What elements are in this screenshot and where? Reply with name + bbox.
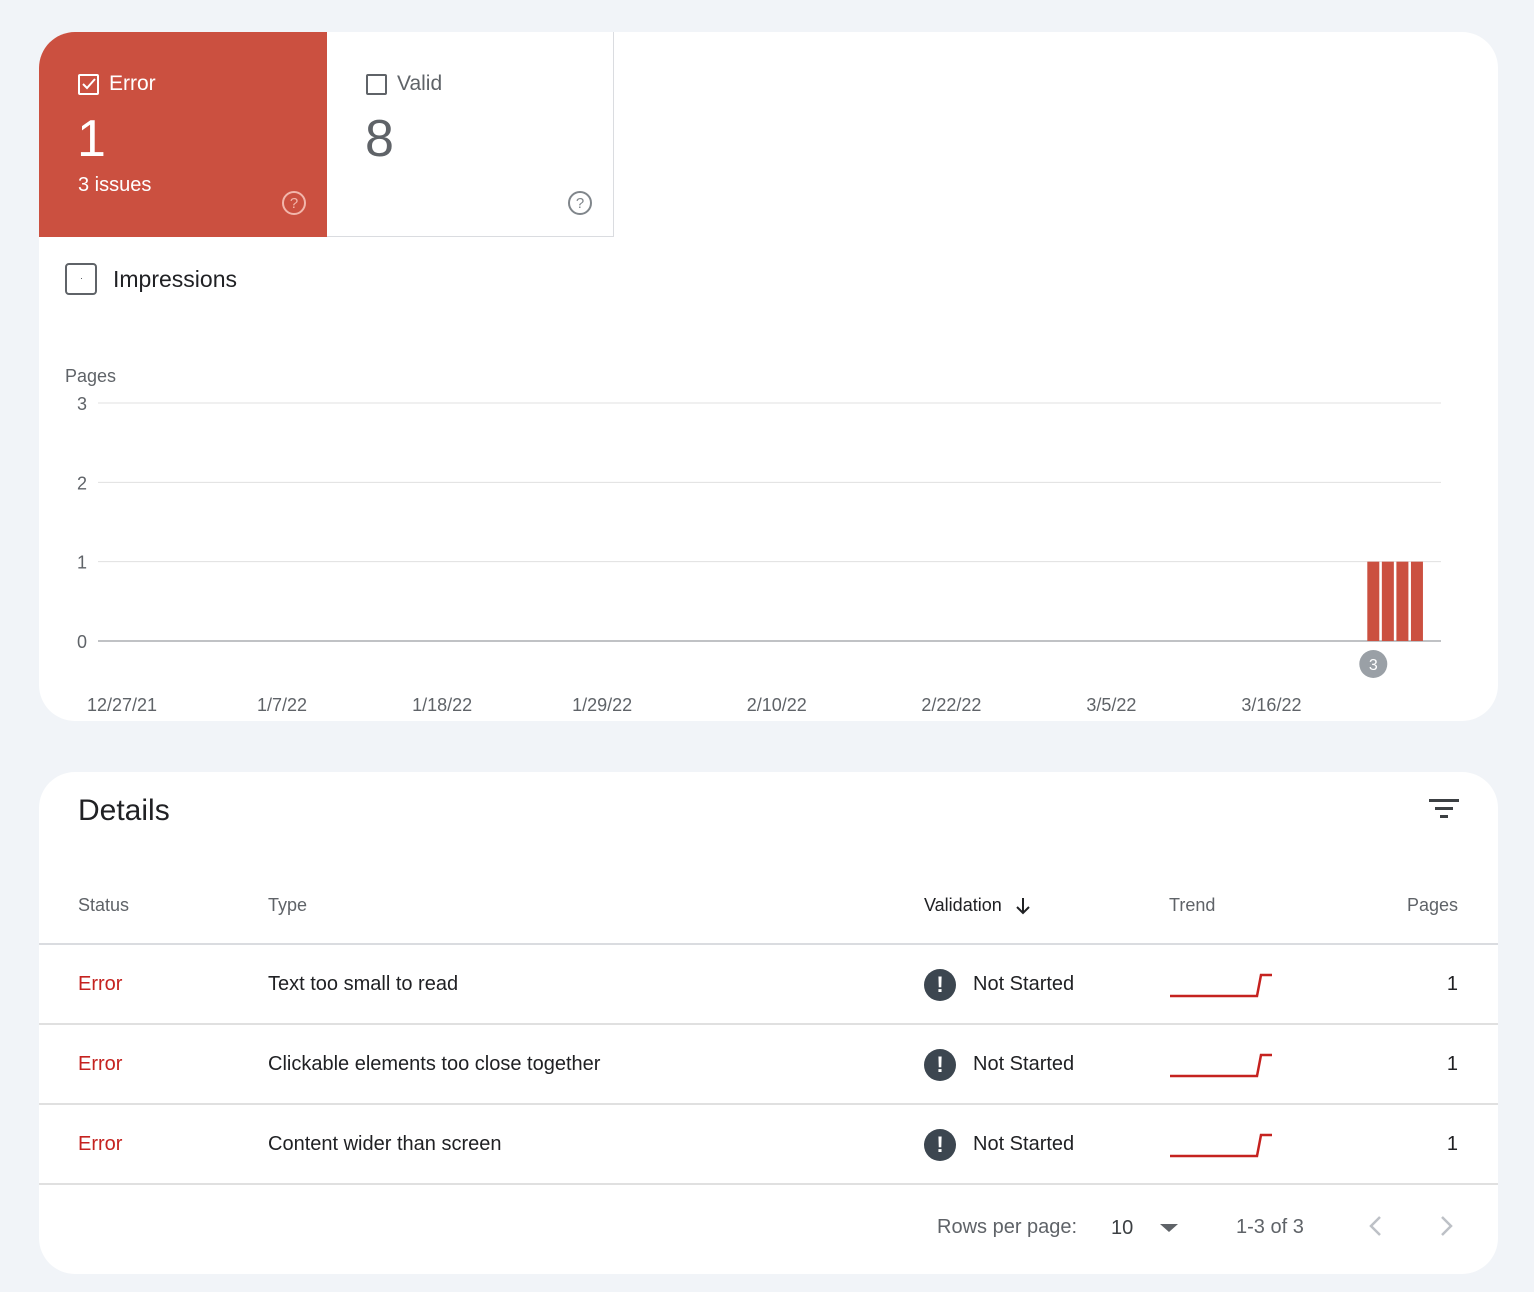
error-tile-header: Error	[78, 72, 156, 96]
row-type: Content wider than screen	[268, 1133, 502, 1155]
page-range: 1-3 of 3	[1236, 1216, 1304, 1238]
row-type: Clickable elements too close together	[268, 1053, 601, 1075]
next-page-icon[interactable]	[1435, 1214, 1457, 1238]
row-pages: 1	[1446, 1053, 1458, 1075]
trend-sparkline	[1170, 1053, 1272, 1077]
arrow-down-icon	[1016, 897, 1030, 914]
warning-icon: !	[924, 968, 956, 1001]
chart-bar	[1396, 561, 1409, 641]
row-pages: 1	[1446, 973, 1458, 995]
valid-checkbox-icon[interactable]	[366, 73, 387, 95]
x-tick-label: 3/5/22	[1086, 695, 1136, 715]
column-trend: Trend	[1169, 895, 1216, 915]
row-status: Error	[78, 973, 123, 995]
warning-icon: !	[924, 1128, 956, 1161]
x-tick-label: 1/29/22	[572, 695, 632, 715]
chart-bar	[1381, 561, 1394, 641]
rows-per-page-value: 10	[1111, 1216, 1134, 1239]
y-tick-label: 3	[77, 394, 87, 414]
table-row[interactable]: Error Clickable elements too close toget…	[39, 1026, 1498, 1105]
row-validation-label: Not Started	[973, 973, 1075, 995]
help-icon[interactable]: ?	[281, 190, 307, 216]
valid-tile-header: Valid	[366, 72, 442, 96]
chart-bar	[1410, 561, 1423, 641]
row-pages: 1	[1446, 1133, 1458, 1155]
column-status[interactable]: Status	[78, 895, 130, 915]
x-tick-label: 1/18/22	[412, 695, 472, 715]
impressions-label: Impressions	[113, 265, 237, 292]
x-tick-label: 3/16/22	[1241, 695, 1301, 715]
y-axis-label: Pages	[65, 366, 116, 386]
row-status: Error	[78, 1133, 123, 1155]
row-status: Error	[78, 1053, 123, 1075]
column-validation-label: Validation	[924, 895, 1002, 915]
column-type[interactable]: Type	[268, 895, 308, 915]
impressions-checkbox-icon[interactable]	[65, 263, 97, 295]
column-validation[interactable]: Validation	[924, 868, 1034, 943]
y-tick-label: 1	[77, 553, 87, 573]
help-icon[interactable]: ?	[567, 190, 593, 216]
svg-text:?: ?	[290, 195, 298, 212]
x-tick-label: 2/22/22	[921, 695, 981, 715]
y-tick-label: 2	[77, 473, 87, 493]
row-type: Text too small to read	[268, 973, 459, 995]
chart-bar	[1367, 561, 1380, 641]
row-trend	[1169, 1106, 1273, 1183]
column-pages[interactable]: Pages	[1406, 895, 1458, 915]
table-row[interactable]: Error Text too small to read ! Not Start…	[39, 946, 1498, 1025]
error-tile[interactable]: Error 1 3 issues ?	[39, 32, 327, 237]
error-issues-count: 3 issues	[78, 174, 152, 196]
warning-icon: !	[924, 1048, 956, 1081]
rows-per-page-label: Rows per page:	[937, 1216, 1078, 1238]
table-header: Status Type Validation Trend Pages	[39, 868, 1498, 945]
trend-sparkline	[1170, 1133, 1272, 1157]
pages-chart: Pages 0 1 2 3 12/27/21 1/7/22 1/18/22 1/29/22 2/1…	[65, 366, 1441, 715]
svg-text:?: ?	[576, 195, 584, 212]
row-validation: ! Not Started	[924, 946, 1074, 1023]
table-row[interactable]: Error Content wider than screen ! Not St…	[39, 1106, 1498, 1185]
dropdown-arrow-icon	[1160, 1224, 1179, 1232]
x-tick-label: 2/10/22	[747, 695, 807, 715]
details-card: Details Status Type Validation Trend Pag…	[39, 772, 1498, 1274]
annotation-marker	[1359, 650, 1388, 678]
summary-card: Error 1 3 issues ? Valid 8 ? Impressions…	[39, 32, 1498, 721]
row-validation: ! Not Started	[924, 1106, 1074, 1183]
error-tile-label: Error	[109, 72, 156, 95]
filter-icon[interactable]	[1426, 794, 1462, 824]
error-count: 1	[77, 110, 106, 168]
x-tick-label: 1/7/22	[257, 695, 307, 715]
row-trend	[1169, 946, 1273, 1023]
impressions-toggle[interactable]: Impressions	[65, 263, 237, 295]
y-tick-label: 0	[77, 632, 87, 652]
x-tick-label: 12/27/21	[87, 695, 157, 715]
trend-sparkline	[1170, 973, 1272, 997]
table-pagination: Rows per page: 10 1-3 of 3	[39, 1202, 1498, 1252]
error-checkbox-icon[interactable]	[78, 73, 99, 95]
annotation-label: 3	[1369, 657, 1378, 674]
details-title: Details	[78, 794, 170, 827]
row-validation: ! Not Started	[924, 1026, 1074, 1103]
previous-page-icon[interactable]	[1365, 1214, 1387, 1238]
valid-count: 8	[365, 110, 394, 168]
row-validation-label: Not Started	[973, 1133, 1075, 1155]
row-trend	[1169, 1026, 1273, 1103]
valid-tile-label: Valid	[397, 72, 443, 95]
rows-per-page-select[interactable]: 10	[1111, 1210, 1179, 1246]
row-validation-label: Not Started	[973, 1053, 1075, 1075]
valid-tile[interactable]: Valid 8 ?	[327, 32, 614, 237]
